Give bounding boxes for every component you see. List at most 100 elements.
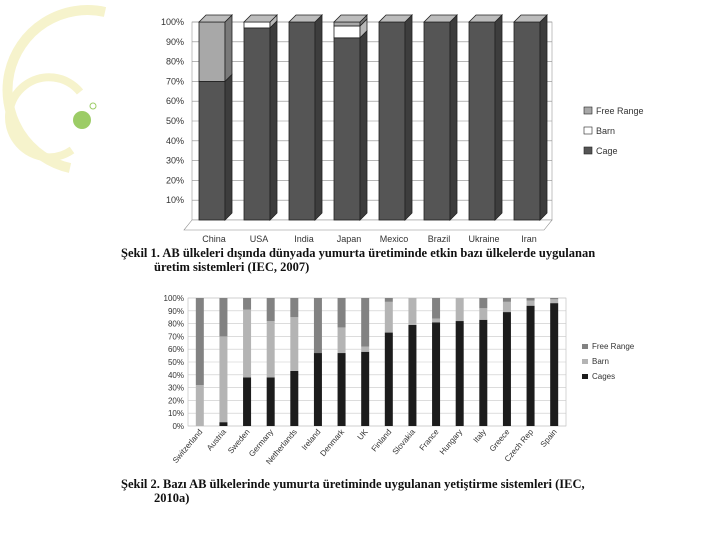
bar-segment	[337, 353, 346, 426]
legend-label: Cages	[592, 372, 615, 381]
bar-top	[198, 14, 233, 23]
x-tick-label: Iran	[521, 234, 537, 244]
y-tick-label: 40%	[168, 371, 184, 380]
bar-segment	[243, 27, 271, 221]
x-tick-label: India	[294, 234, 314, 244]
bar-top	[243, 14, 278, 23]
bar-segment	[479, 319, 488, 426]
bar-side	[314, 14, 323, 221]
y-tick-label: 50%	[168, 358, 184, 367]
bar-segment	[243, 298, 252, 310]
bar-segment	[333, 25, 361, 39]
y-tick-label: 10%	[166, 195, 184, 205]
bar-segment	[219, 336, 228, 423]
y-tick-label: 100%	[161, 17, 184, 27]
x-tick-label: Mexico	[380, 234, 409, 244]
green-ball	[73, 111, 91, 129]
y-tick-label: 20%	[166, 175, 184, 185]
y-tick-label: 80%	[166, 57, 184, 67]
legend-swatch	[582, 359, 588, 364]
bar-segment	[479, 308, 488, 320]
inner-ring-arc	[5, 73, 84, 162]
y-tick-label: 90%	[168, 307, 184, 316]
legend-swatch	[583, 146, 593, 155]
x-tick-label: Ukraine	[468, 234, 499, 244]
bar-segment	[432, 322, 441, 426]
figure-1-caption: Şekil 1. AB ülkeleri dışında dünyada yum…	[121, 246, 689, 274]
bar-segment	[526, 305, 535, 426]
y-tick-label: 90%	[166, 37, 184, 47]
bar-segment	[408, 298, 417, 325]
legend-label: Barn	[596, 126, 615, 136]
y-tick-label: 70%	[166, 76, 184, 86]
bar-segment	[502, 312, 511, 426]
caption-1-line-2: üretim sistemleri (IEC, 2007)	[154, 260, 310, 274]
bar-segment	[195, 385, 204, 426]
bar-side	[359, 29, 368, 221]
x-tick-label: Finland	[370, 428, 394, 454]
bar-segment	[550, 303, 559, 426]
chart-2: 100% 90% 80% 70% 60% 50% 40% 30% 20% 10% 0%Switzer…	[164, 294, 635, 466]
bar-top	[333, 14, 368, 23]
bar-segment	[266, 321, 275, 378]
bar-segment	[266, 377, 275, 426]
bar-segment	[266, 298, 275, 322]
bar-segment	[468, 21, 496, 221]
bar-segment	[384, 301, 393, 333]
bar-segment	[290, 298, 299, 318]
x-tick-label: UK	[356, 427, 370, 442]
bar-segment	[198, 81, 226, 221]
legend-label: Barn	[592, 357, 609, 366]
bar-segment	[526, 300, 535, 306]
chart-1: 100% 90% 80% 70% 60% 50% 40% 30% 20% 10% China USA I…	[161, 14, 644, 244]
x-tick-label: Switzerland	[171, 428, 204, 465]
floor	[183, 219, 553, 231]
legend-label: Free Range	[596, 106, 644, 116]
bar-top	[423, 14, 458, 23]
y-tick-label: 30%	[166, 156, 184, 166]
y-tick-label: 50%	[166, 116, 184, 126]
bar-segment	[361, 346, 370, 352]
bar-top	[288, 14, 323, 23]
bar-segment	[361, 351, 370, 426]
bar-segment	[479, 298, 488, 309]
x-tick-label: Denmark	[318, 427, 346, 458]
x-tick-label: Brazil	[428, 234, 451, 244]
bar-segment	[198, 21, 226, 82]
bar-side	[224, 73, 233, 221]
y-tick-label: 0%	[172, 422, 184, 431]
caption-2-line-2: 2010a)	[154, 491, 190, 505]
bar-segment	[337, 327, 346, 354]
caption-2-line-1: Şekil 2. Bazı AB ülkelerinde yumurta üre…	[121, 477, 585, 491]
x-tick-label: Italy	[472, 428, 488, 445]
bar-segment	[243, 21, 271, 29]
bar-segment	[502, 301, 511, 313]
bar-segment	[432, 318, 441, 323]
y-tick-label: 30%	[168, 384, 184, 393]
bar-segment	[288, 21, 316, 221]
x-tick-label: Hungary	[438, 428, 464, 457]
bar-side	[539, 14, 548, 221]
bar-segment	[195, 298, 204, 386]
bar-segment	[361, 298, 370, 347]
bar-segment	[550, 299, 559, 304]
bar-segment	[408, 324, 417, 426]
bar-segment	[384, 332, 393, 426]
bar-segment	[243, 377, 252, 426]
bar-segment	[313, 353, 322, 426]
legend-swatch	[583, 106, 593, 115]
bar-segment	[313, 298, 322, 354]
bar-segment	[333, 21, 361, 27]
bar-top	[468, 14, 503, 23]
y-tick-label: 10%	[168, 409, 184, 418]
x-tick-label: USA	[250, 234, 269, 244]
bar-side	[449, 14, 458, 221]
legend-label: Free Range	[592, 342, 635, 351]
x-tick-label: Greece	[488, 427, 512, 453]
bar-segment	[384, 298, 393, 302]
bar-top	[513, 14, 548, 23]
bar-segment	[337, 298, 346, 328]
small-ball	[89, 102, 97, 110]
bar-side	[269, 19, 278, 221]
bar-segment	[432, 298, 441, 319]
